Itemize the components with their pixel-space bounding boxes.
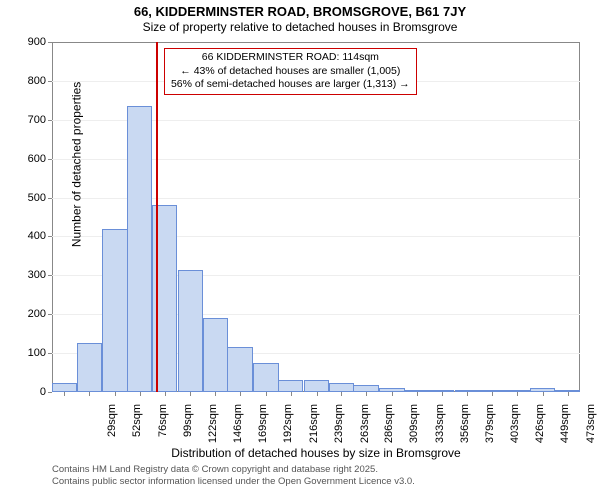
histogram-bar — [127, 106, 152, 392]
y-tick-mark — [48, 120, 52, 121]
plot-area: 010020030040050060070080090029sqm52sqm76… — [52, 42, 580, 392]
y-tick-label: 300 — [28, 269, 46, 281]
x-tick-mark — [115, 392, 116, 396]
x-tick-mark — [442, 392, 443, 396]
histogram-bar — [253, 363, 278, 392]
x-tick-mark — [291, 392, 292, 396]
x-tick-mark — [64, 392, 65, 396]
histogram-bar — [278, 380, 303, 392]
attribution-line: Contains HM Land Registry data © Crown c… — [52, 464, 415, 476]
y-tick-label: 800 — [28, 75, 46, 87]
y-tick-mark — [48, 159, 52, 160]
chart-container: 66, KIDDERMINSTER ROAD, BROMSGROVE, B61 … — [0, 0, 600, 500]
x-tick-mark — [215, 392, 216, 396]
annotation-line: 56% of semi-detached houses are larger (… — [171, 78, 410, 92]
chart-subtitle: Size of property relative to detached ho… — [0, 20, 600, 34]
y-tick-mark — [48, 392, 52, 393]
x-tick-mark — [392, 392, 393, 396]
y-tick-mark — [48, 275, 52, 276]
annotation-line: 66 KIDDERMINSTER ROAD: 114sqm — [171, 51, 410, 65]
annotation-line: ← 43% of detached houses are smaller (1,… — [171, 65, 410, 79]
histogram-bar — [329, 383, 354, 392]
histogram-bar — [304, 380, 329, 392]
y-tick-mark — [48, 198, 52, 199]
histogram-bar — [52, 383, 77, 392]
histogram-bar — [102, 229, 127, 392]
y-tick-mark — [48, 314, 52, 315]
y-tick-mark — [48, 42, 52, 43]
x-tick-mark — [568, 392, 569, 396]
x-tick-mark — [89, 392, 90, 396]
chart-title: 66, KIDDERMINSTER ROAD, BROMSGROVE, B61 … — [0, 0, 600, 19]
y-tick-mark — [48, 236, 52, 237]
x-tick-mark — [543, 392, 544, 396]
histogram-bar — [227, 347, 252, 392]
x-tick-mark — [517, 392, 518, 396]
x-tick-mark — [492, 392, 493, 396]
x-tick-mark — [240, 392, 241, 396]
y-tick-label: 600 — [28, 153, 46, 165]
y-tick-label: 100 — [28, 347, 46, 359]
y-tick-label: 500 — [28, 192, 46, 204]
x-tick-label: 473sqm — [585, 404, 597, 454]
attribution-line: Contains public sector information licen… — [52, 476, 415, 488]
x-tick-mark — [317, 392, 318, 396]
y-axis-label: Number of detached properties — [70, 82, 84, 247]
y-tick-label: 700 — [28, 114, 46, 126]
histogram-bar — [178, 270, 203, 393]
x-tick-mark — [341, 392, 342, 396]
histogram-bar — [353, 385, 378, 392]
x-axis-label: Distribution of detached houses by size … — [52, 446, 580, 460]
y-tick-mark — [48, 81, 52, 82]
y-tick-label: 400 — [28, 230, 46, 242]
x-tick-mark — [366, 392, 367, 396]
y-tick-label: 900 — [28, 36, 46, 48]
y-tick-label: 200 — [28, 308, 46, 320]
x-tick-mark — [140, 392, 141, 396]
x-tick-mark — [266, 392, 267, 396]
histogram-bar — [203, 318, 228, 392]
annotation-box: 66 KIDDERMINSTER ROAD: 114sqm← 43% of de… — [164, 48, 417, 95]
attribution-text: Contains HM Land Registry data © Crown c… — [52, 464, 415, 489]
x-tick-mark — [467, 392, 468, 396]
y-tick-label: 0 — [40, 386, 46, 398]
x-tick-mark — [190, 392, 191, 396]
y-tick-mark — [48, 353, 52, 354]
x-tick-mark — [417, 392, 418, 396]
histogram-bar — [77, 343, 102, 392]
x-tick-mark — [165, 392, 166, 396]
reference-line — [156, 42, 158, 392]
